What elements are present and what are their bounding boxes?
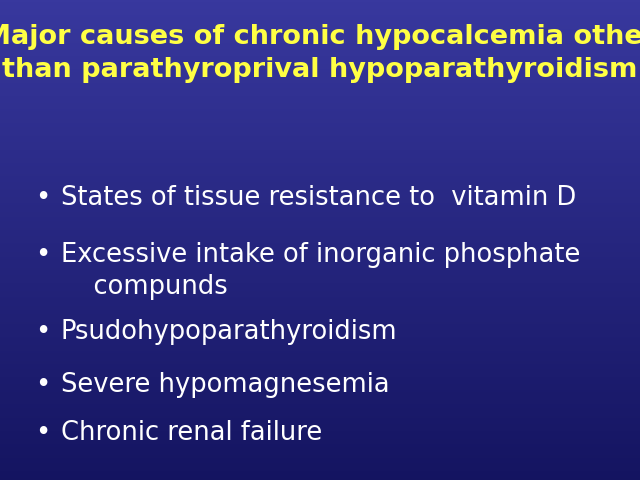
Text: Psudohypoparathyroidism: Psudohypoparathyroidism: [61, 319, 397, 345]
Text: Excessive intake of inorganic phosphate
    compunds: Excessive intake of inorganic phosphate …: [61, 242, 580, 300]
Text: Major causes of chronic hypocalcemia other
than parathyroprival hypoparathyroidi: Major causes of chronic hypocalcemia oth…: [0, 24, 640, 83]
Text: •: •: [35, 319, 51, 345]
Text: States of tissue resistance to  vitamin D: States of tissue resistance to vitamin D: [61, 185, 576, 211]
Text: •: •: [35, 372, 51, 398]
Text: •: •: [35, 420, 51, 446]
Text: •: •: [35, 185, 51, 211]
Text: •: •: [35, 242, 51, 268]
Text: Chronic renal failure: Chronic renal failure: [61, 420, 322, 446]
Text: Severe hypomagnesemia: Severe hypomagnesemia: [61, 372, 389, 398]
